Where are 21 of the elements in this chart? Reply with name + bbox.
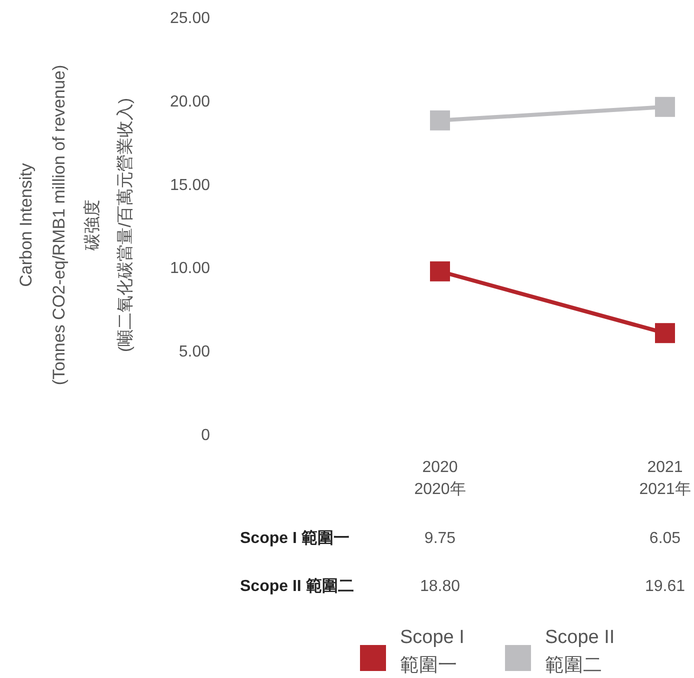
y-axis-title: Carbon Intensity (Tonnes CO2-eq/RMB1 million of revenue) 碳強度 (噸二氧化碳當量/百萬元營業收入) — [16, 64, 134, 386]
text: Scope I 範圍一 — [240, 530, 350, 547]
data-label: 6.05 — [649, 530, 681, 547]
data-label: 19.61 — [644, 578, 686, 595]
y-tick-label: 0 — [201, 427, 210, 444]
y-tick-label: 5.00 — [178, 344, 210, 361]
point — [430, 261, 450, 282]
text: Scope II 範圍二 — [240, 578, 354, 595]
y-tick-label: 25.00 — [170, 10, 210, 27]
legend-label: Scope II 範圍二 — [545, 627, 615, 676]
legend-label: Scope I 範圍一 — [400, 627, 464, 676]
x-tick-label: 2020 2020年 — [414, 459, 466, 498]
point — [655, 96, 675, 117]
data-label: 18.80 — [420, 578, 460, 595]
y-tick-label: 15.00 — [170, 176, 210, 194]
y-tick-label: 20.00 — [170, 93, 210, 110]
point — [430, 110, 450, 130]
data-label: 9.75 — [424, 530, 456, 547]
point — [655, 323, 675, 344]
y-tick-label: 10.00 — [170, 260, 210, 278]
x-tick-label: 2021 2021年 — [639, 459, 691, 498]
